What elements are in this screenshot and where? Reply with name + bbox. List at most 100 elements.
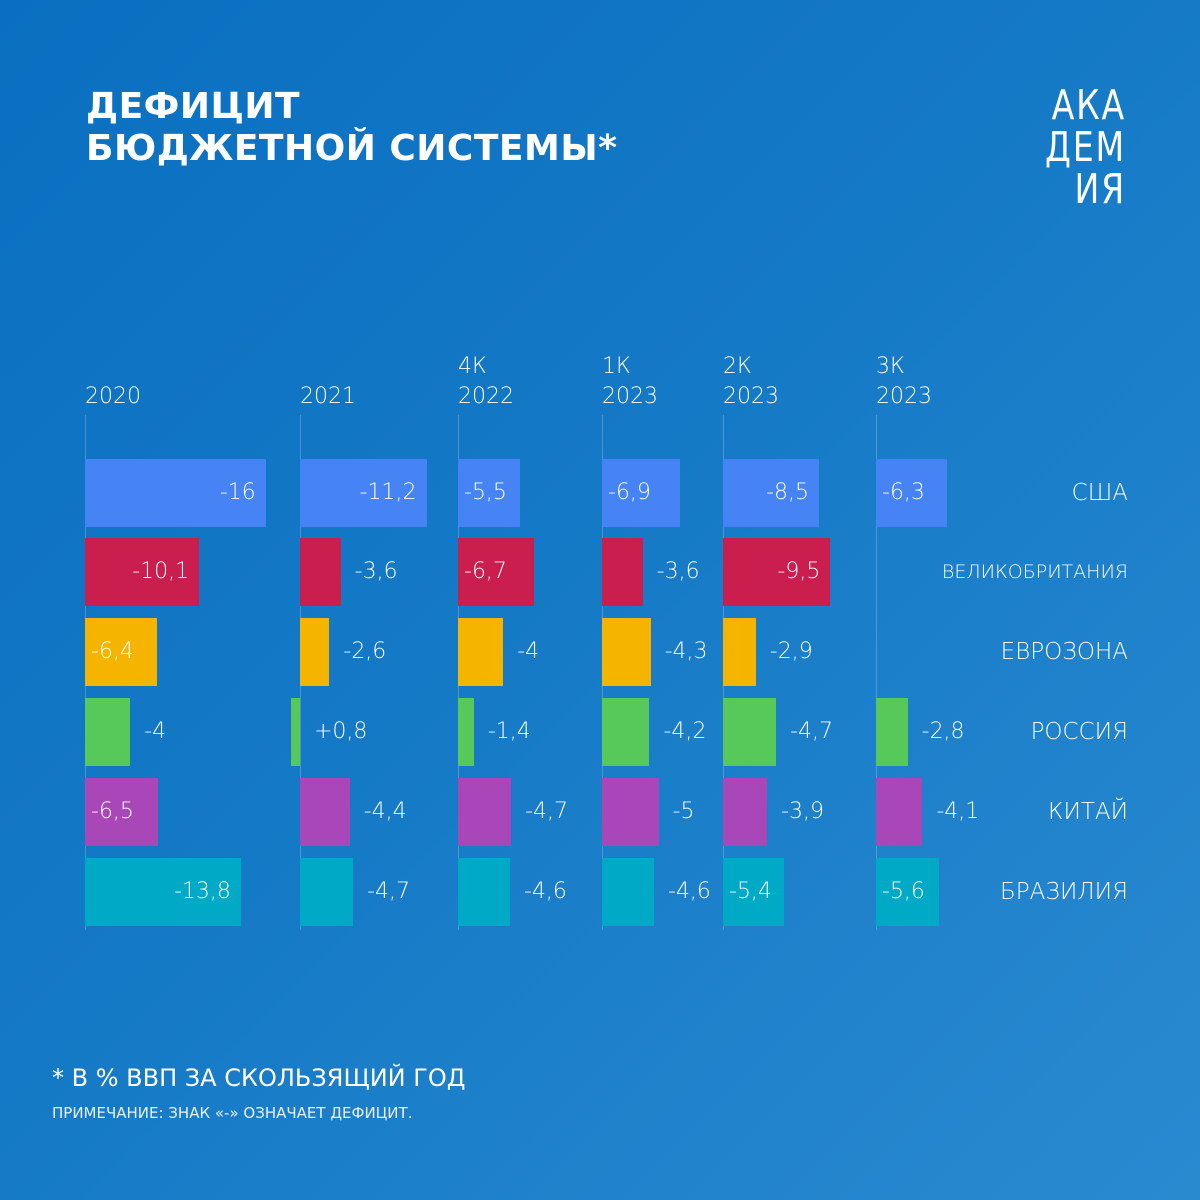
bar-value-label: -13,8 <box>174 879 231 904</box>
bar-value-label: -5,6 <box>882 879 925 904</box>
bar <box>602 858 654 926</box>
bar <box>602 778 659 846</box>
bar-value-label: -4 <box>144 719 167 744</box>
bar <box>602 698 650 766</box>
column-header-line-2: 2023 <box>602 384 658 409</box>
bar <box>85 459 266 527</box>
column-header: 2К 2023 <box>723 352 779 412</box>
bar <box>876 778 923 846</box>
bar <box>85 538 200 606</box>
country-label: ЕВРОЗОНА <box>1000 639 1128 665</box>
academia-logo: АКА ДЕМ ИЯ <box>1036 84 1126 210</box>
title-line-1: ДЕФИЦИТ <box>86 86 301 127</box>
title-line-2: БЮДЖЕТНОЙ СИСТЕМЫ* <box>86 128 618 169</box>
bar-value-label: -8,5 <box>766 480 810 505</box>
bar-value-label: -4,6 <box>523 879 567 904</box>
bar <box>85 618 158 686</box>
country-label: США <box>1071 480 1128 506</box>
bar <box>723 459 820 527</box>
bar-value-label: -4,3 <box>664 639 708 664</box>
bar-value-label: -4 <box>517 639 540 664</box>
column-header: 1К 2023 <box>602 352 658 412</box>
bar <box>458 858 510 926</box>
bar-value-label: +0,8 <box>314 719 368 744</box>
bar-value-label: -4,1 <box>936 799 980 824</box>
bar <box>723 538 831 606</box>
bar <box>723 698 777 766</box>
bar <box>876 858 940 926</box>
column-header-line-1: 2К <box>723 354 752 379</box>
bar-value-label: -5,5 <box>464 480 507 505</box>
column-header: 2020 <box>85 352 141 412</box>
bar-value-label: -2,6 <box>343 639 387 664</box>
country-label: РОССИЯ <box>1030 719 1128 745</box>
bar-value-label: -5,4 <box>729 879 772 904</box>
logo-line-2: ДЕМ <box>1045 123 1126 171</box>
bar-value-label: -4,7 <box>525 799 569 824</box>
logo-line-1: АКА <box>1051 81 1126 129</box>
bar-value-label: -9,5 <box>777 559 821 584</box>
bar-value-label: -10,1 <box>132 559 190 584</box>
bar-value-label: -6,5 <box>91 799 134 824</box>
bar <box>723 858 785 926</box>
bar-value-label: -5 <box>672 799 695 824</box>
bar <box>458 698 474 766</box>
bar <box>723 618 756 686</box>
column-header-line-2: 2023 <box>723 384 779 409</box>
bar-value-label: -4,6 <box>667 879 711 904</box>
bar <box>300 618 330 686</box>
footnote-note: ПРИМЕЧАНИЕ: ЗНАК «-» ОЗНАЧАЕТ ДЕФИЦИТ. <box>52 1104 413 1122</box>
country-label: КИТАЙ <box>1047 799 1128 825</box>
bar-value-label: -2,8 <box>921 719 965 744</box>
bar <box>876 698 908 766</box>
bar-value-label: -3,9 <box>781 799 824 824</box>
bar-value-label: -11,2 <box>359 480 417 505</box>
logo-line-3: ИЯ <box>1074 165 1126 213</box>
footnote-units: * В % ВВП ЗА СКОЛЬЗЯЩИЙ ГОД <box>52 1064 466 1092</box>
column-header: 4К 2022 <box>458 352 514 412</box>
bar-value-label: -4,2 <box>663 719 707 744</box>
bar <box>458 459 521 527</box>
column-header-line-2: 2021 <box>300 384 356 409</box>
bar <box>300 858 354 926</box>
bar-value-label: -1,4 <box>487 719 531 744</box>
country-label: ВЕЛИКОБРИТАНИЯ <box>941 561 1128 583</box>
bar-value-label: -6,3 <box>882 480 925 505</box>
column-header: 2021 <box>300 352 356 412</box>
bar-value-label: -6,4 <box>91 639 134 664</box>
bar <box>85 778 159 846</box>
bar-value-label: -4,4 <box>363 799 407 824</box>
bar-value-label: -3,6 <box>656 559 700 584</box>
chart-title: ДЕФИЦИТ БЮДЖЕТНОЙ СИСТЕМЫ* <box>86 86 617 170</box>
bar-value-label: -2,9 <box>769 639 813 664</box>
bar <box>602 618 651 686</box>
column-header-line-1 <box>85 352 141 382</box>
column-header-line-1 <box>300 352 356 382</box>
bar <box>300 538 341 606</box>
bar <box>876 459 948 527</box>
bar <box>602 459 680 527</box>
bar <box>723 778 768 846</box>
bar <box>290 698 300 766</box>
column-header-line-2: 2020 <box>85 384 141 409</box>
axis-line <box>876 415 877 930</box>
column-header-line-2: 2022 <box>458 384 514 409</box>
bar <box>300 459 427 527</box>
bar-value-label: -16 <box>219 480 256 505</box>
bar <box>602 538 643 606</box>
bar-value-label: -6,7 <box>464 559 507 584</box>
bar <box>458 778 512 846</box>
bar <box>85 698 131 766</box>
column-header-line-2: 2023 <box>876 384 932 409</box>
column-header-line-1: 4К <box>458 354 487 379</box>
bar-value-label: -6,9 <box>608 480 651 505</box>
country-label: БРАЗИЛИЯ <box>999 879 1128 905</box>
bar <box>85 858 241 926</box>
bar <box>458 538 534 606</box>
bar <box>300 778 350 846</box>
bar-value-label: -3,6 <box>354 559 398 584</box>
bar-value-label: -4,7 <box>367 879 411 904</box>
bar <box>458 618 504 686</box>
column-header: 3К 2023 <box>876 352 932 412</box>
bar-value-label: -4,7 <box>790 719 834 744</box>
